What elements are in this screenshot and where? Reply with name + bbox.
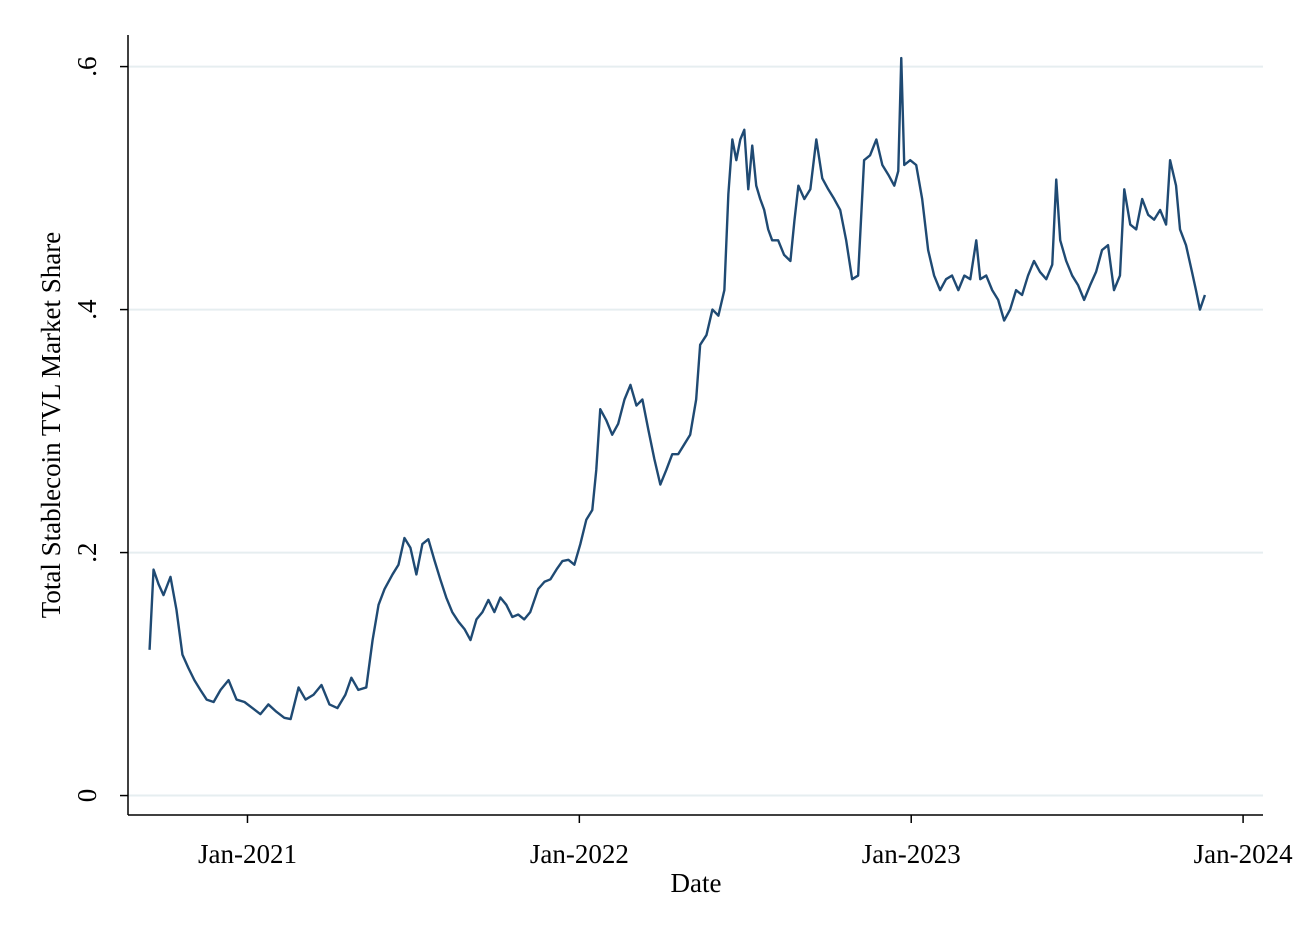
x-axis-label: Date: [671, 868, 722, 898]
x-tick-label: Jan-2023: [862, 839, 961, 869]
x-tick-label: Jan-2021: [198, 839, 297, 869]
data-line: [148, 56, 1207, 721]
y-tick-label: .4: [72, 299, 102, 320]
y-axis-label: Total Stablecoin TVL Market Share: [36, 232, 66, 619]
x-tick-label: Jan-2024: [1194, 839, 1293, 869]
y-tick-label: .2: [72, 542, 102, 562]
y-tick-label: 0: [72, 789, 102, 803]
x-tick-label: Jan-2022: [530, 839, 629, 869]
y-tick-label: .6: [72, 56, 102, 76]
